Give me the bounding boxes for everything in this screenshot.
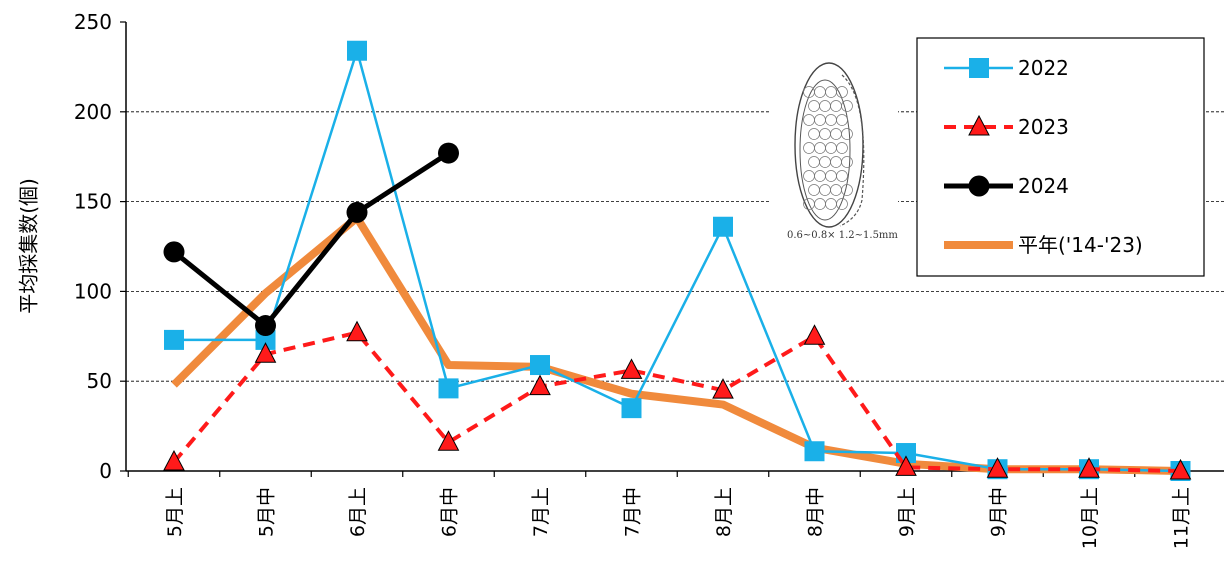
data-point	[712, 378, 734, 399]
y-tick-label: 50	[87, 369, 112, 393]
legend-item: 2024	[944, 174, 1069, 198]
y-tick-label: 200	[74, 100, 112, 124]
series-2024	[163, 142, 459, 337]
legend-marker	[968, 175, 990, 197]
data-point	[437, 430, 460, 451]
data-point	[1078, 457, 1100, 478]
data-point	[255, 329, 276, 350]
legend-item: 2022	[944, 56, 1069, 80]
x-tick-label: 11月上	[1171, 487, 1193, 549]
x-tick-label: 5月上	[164, 487, 186, 537]
data-point	[346, 201, 368, 223]
legend: 2022 2023 2024 平年('14-'23)	[916, 37, 1205, 277]
data-point	[986, 457, 1009, 478]
legend-item: 平年('14-'23)	[944, 233, 1143, 257]
legend-marker	[968, 114, 990, 136]
y-tick-label: 150	[74, 190, 112, 214]
egg-mass-icon: 0.6~0.8× 1.2~1.5mm	[770, 48, 898, 248]
data-point	[163, 241, 185, 263]
x-tick-label: 10月上	[1079, 487, 1101, 549]
x-tick-label: 5月中	[256, 487, 278, 537]
data-point	[529, 374, 551, 396]
x-tick-label: 9月上	[896, 487, 918, 537]
data-point	[254, 342, 277, 363]
data-point	[347, 40, 367, 61]
legend-label: 2024	[1018, 174, 1069, 198]
legend-box	[916, 37, 1205, 277]
data-point	[1169, 458, 1192, 480]
legend-label: 2023	[1018, 115, 1069, 139]
x-tick-labels: 5月上 5月中 6月上 6月中 7月上 7月中 8月上 8月中 9月上 9月中 10月上 11月上	[164, 487, 1193, 549]
y-tick-label: 250	[74, 10, 112, 34]
x-tick-label: 7月上	[530, 487, 552, 537]
x-tick-label: 9月中	[988, 487, 1010, 537]
egg-size-caption: 0.6~0.8× 1.2~1.5mm	[787, 230, 898, 241]
data-point	[346, 320, 368, 342]
series-2023	[163, 320, 1192, 480]
x-tick-label: 6月中	[439, 487, 461, 537]
data-point	[438, 378, 459, 399]
data-point	[255, 315, 276, 337]
data-point	[804, 441, 825, 462]
data-point	[620, 358, 643, 379]
legend-item: 2023	[944, 114, 1069, 139]
legend-label: 平年('14-'23)	[1018, 233, 1143, 257]
data-point	[164, 329, 184, 350]
y-tick-label: 0	[99, 459, 112, 483]
data-point	[621, 398, 642, 419]
y-tick-label: 100	[74, 279, 112, 303]
data-point	[803, 324, 826, 345]
y-tick-labels: 0 50 100 150 200 250	[74, 10, 112, 483]
series-layer	[163, 40, 1192, 481]
data-point	[713, 216, 733, 237]
data-point	[895, 455, 917, 476]
data-point	[530, 355, 550, 376]
data-point	[438, 142, 459, 164]
y-axis-label: 平均採集数(個)	[17, 178, 41, 314]
series-line	[172, 330, 1181, 473]
data-point	[163, 449, 185, 471]
legend-marker	[969, 58, 989, 78]
series-line	[172, 151, 450, 329]
x-tick-label: 8月上	[713, 487, 735, 537]
x-tick-label: 7月中	[622, 487, 644, 537]
legend-label: 2022	[1018, 56, 1069, 80]
x-tick-label: 8月中	[805, 487, 827, 537]
x-tick-label: 6月上	[347, 487, 369, 537]
